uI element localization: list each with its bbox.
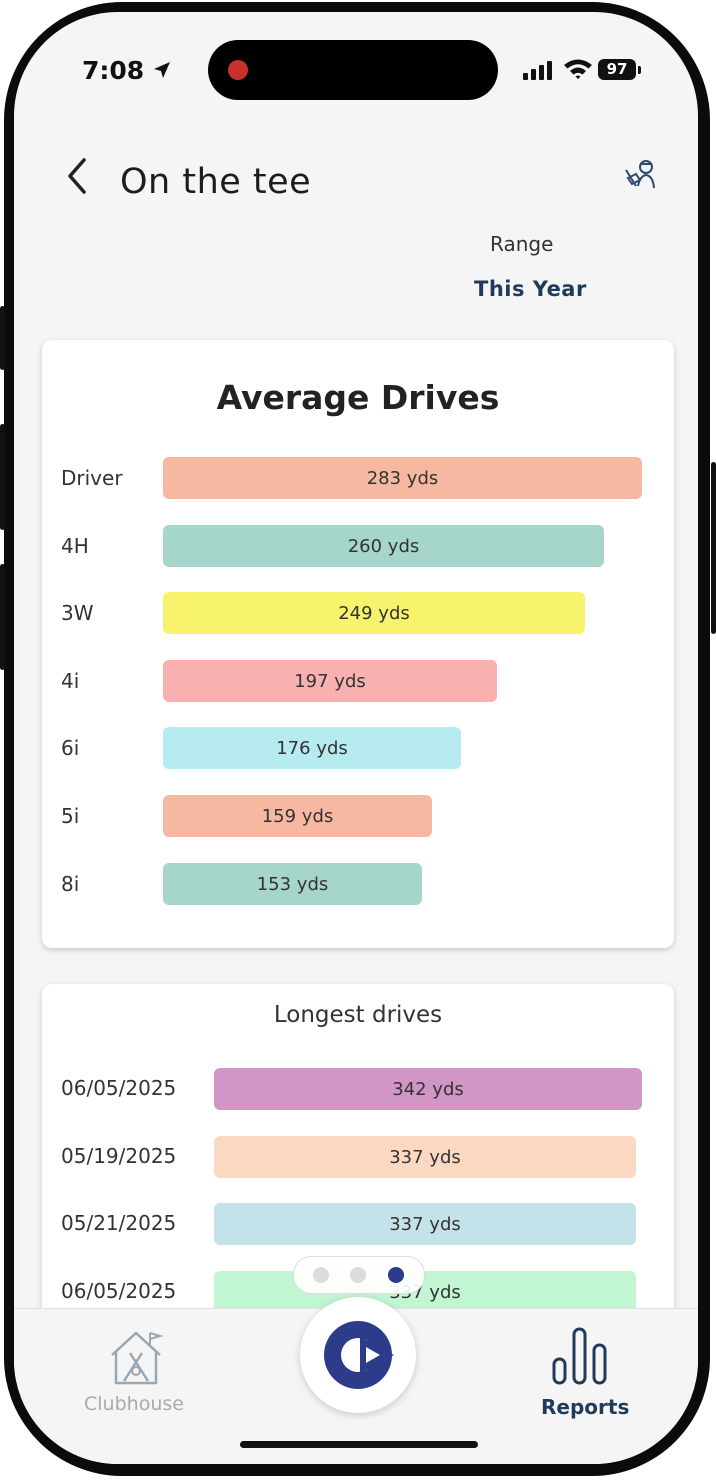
recording-indicator bbox=[228, 60, 248, 80]
home-indicator[interactable] bbox=[240, 1441, 478, 1448]
action-button bbox=[0, 306, 5, 370]
distance-bar: 249 yds bbox=[163, 592, 585, 634]
distance-value: 176 yds bbox=[276, 737, 348, 759]
drive-date: 06/05/2025 bbox=[61, 1076, 177, 1100]
clubhouse-icon bbox=[111, 1331, 164, 1385]
battery-tip bbox=[638, 66, 641, 74]
distance-value: 337 yds bbox=[389, 1146, 461, 1168]
app-logo-icon bbox=[324, 1321, 394, 1389]
battery-indicator: 97 bbox=[598, 59, 636, 80]
distance-bar: 342 yds bbox=[214, 1068, 642, 1110]
center-action-button[interactable] bbox=[300, 1297, 416, 1413]
distance-value: 197 yds bbox=[294, 670, 366, 692]
distance-value: 260 yds bbox=[347, 535, 420, 557]
distance-bar: 283 yds bbox=[163, 457, 642, 499]
location-arrow-icon bbox=[154, 62, 170, 78]
club-label: 6i bbox=[61, 736, 80, 760]
longest-drives-title: Longest drives bbox=[273, 1002, 443, 1028]
volume-down-button bbox=[0, 564, 5, 670]
average-drives-card: Average Drives Driver 283 yds 4H 260 yds… bbox=[42, 340, 674, 948]
club-label: 5i bbox=[61, 804, 80, 828]
average-drives-title: Average Drives bbox=[216, 378, 500, 417]
page-dot[interactable] bbox=[350, 1267, 366, 1283]
wifi-icon bbox=[564, 59, 592, 79]
distance-bar: 260 yds bbox=[163, 525, 604, 567]
club-label: 8i bbox=[61, 872, 80, 896]
distance-value: 283 yds bbox=[366, 467, 439, 489]
drive-date: 06/05/2025 bbox=[61, 1279, 177, 1303]
drive-date: 05/19/2025 bbox=[61, 1144, 177, 1168]
page-dot[interactable] bbox=[313, 1267, 329, 1283]
distance-value: 153 yds bbox=[256, 873, 329, 895]
dynamic-island bbox=[208, 40, 498, 100]
longest-drives-card: Longest drives 06/05/2025 342 yds 05/19/… bbox=[42, 984, 674, 1404]
distance-bar: 159 yds bbox=[163, 795, 432, 837]
back-chevron-icon[interactable] bbox=[62, 156, 92, 196]
cellular-signal-icon bbox=[523, 61, 552, 80]
page-title: On the tee bbox=[120, 162, 312, 202]
tab-reports-label: Reports bbox=[541, 1395, 630, 1419]
club-label: 4i bbox=[61, 669, 80, 693]
distance-value: 342 yds bbox=[392, 1078, 464, 1100]
distance-bar: 337 yds bbox=[214, 1136, 636, 1178]
range-label: Range bbox=[490, 232, 554, 256]
power-button bbox=[711, 462, 716, 634]
club-label: 3W bbox=[61, 601, 94, 625]
screen: 7:08 97 On the tee Range This Year Avera… bbox=[14, 12, 698, 1464]
distance-bar: 197 yds bbox=[163, 660, 497, 702]
drive-date: 05/21/2025 bbox=[61, 1211, 177, 1235]
distance-bar: 337 yds bbox=[214, 1271, 636, 1313]
tab-clubhouse-label: Clubhouse bbox=[84, 1393, 184, 1415]
distance-bar: 153 yds bbox=[163, 863, 422, 905]
distance-bar: 337 yds bbox=[214, 1203, 636, 1245]
status-time: 7:08 bbox=[82, 56, 145, 85]
reports-chart-icon bbox=[552, 1327, 607, 1385]
page-dot[interactable] bbox=[388, 1267, 404, 1283]
club-label: Driver bbox=[61, 466, 123, 490]
distance-value: 249 yds bbox=[338, 602, 410, 624]
golfer-profile-icon[interactable] bbox=[620, 156, 660, 196]
distance-bar: 176 yds bbox=[163, 727, 461, 769]
tab-bar: Clubhouse Reports bbox=[14, 1297, 698, 1464]
distance-value: 337 yds bbox=[389, 1213, 461, 1235]
range-selector[interactable]: This Year bbox=[474, 277, 587, 301]
page-indicator[interactable] bbox=[293, 1256, 425, 1294]
volume-up-button bbox=[0, 424, 5, 530]
distance-value: 159 yds bbox=[261, 805, 334, 827]
club-label: 4H bbox=[61, 534, 89, 558]
